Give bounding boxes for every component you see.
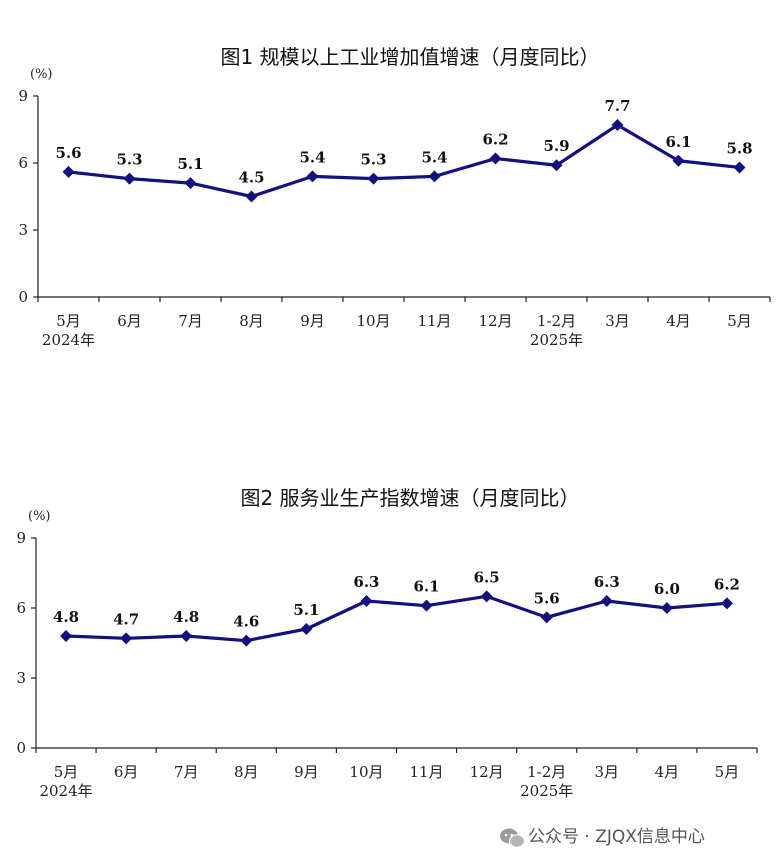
- y-tick-label: 3: [16, 669, 26, 687]
- data-label: 5.4: [299, 148, 325, 166]
- data-label: 5.1: [177, 155, 203, 173]
- data-label: 5.8: [726, 139, 752, 157]
- data-label: 6.5: [474, 568, 500, 586]
- x-tick-label: 6月: [117, 312, 142, 330]
- data-point-marker: [720, 597, 733, 610]
- y-tick-label: 3: [18, 221, 28, 239]
- x-tick-label: 5月: [715, 763, 740, 781]
- data-point-marker: [184, 177, 197, 190]
- data-label: 5.4: [421, 148, 447, 166]
- data-label: 4.6: [233, 613, 259, 631]
- year-label: 2024年: [39, 782, 92, 800]
- data-point-marker: [480, 590, 493, 603]
- year-label: 2025年: [530, 331, 583, 349]
- data-point-marker: [300, 623, 313, 635]
- watermark-text: 公众号 · ZJQX信息中心: [528, 827, 705, 847]
- x-tick-label: 3月: [605, 312, 630, 330]
- y-tick-label: 6: [18, 154, 28, 172]
- series-line: [65, 594, 728, 643]
- x-tick-label: 5月: [727, 312, 752, 330]
- wechat-icon: [500, 828, 526, 848]
- data-label: 5.6: [55, 144, 81, 162]
- data-point-marker: [240, 634, 253, 647]
- data-label: 4.7: [113, 610, 139, 628]
- data-label: 4.5: [238, 169, 264, 187]
- chart-industrial-value-added: 图1 规模以上工业增加值增速（月度同比） (%) 0 3 6 9 5月 6月 7月 8月 9月 1…: [18, 45, 771, 349]
- data-label: 6.1: [413, 578, 439, 596]
- data-point-marker: [306, 170, 319, 183]
- data-point-marker: [420, 599, 433, 612]
- y-tick-label: 0: [18, 288, 28, 306]
- data-point-marker: [360, 595, 373, 607]
- data-label: 6.1: [665, 133, 691, 151]
- x-tick-label: 7月: [174, 763, 199, 781]
- data-point-marker: [62, 165, 75, 178]
- x-tick-label: 4月: [666, 312, 691, 330]
- x-tick-label: 1-2月: [527, 763, 566, 781]
- x-tick-label: 12月: [478, 312, 512, 330]
- y-tick-label: 0: [16, 739, 26, 757]
- y-unit-label: (%): [30, 67, 53, 82]
- data-label: 5.6: [534, 589, 560, 607]
- data-point-marker: [600, 595, 613, 607]
- data-label: 4.8: [173, 608, 199, 626]
- data-point-marker: [672, 154, 685, 167]
- x-tick-label: 8月: [239, 312, 264, 330]
- data-point-marker: [611, 119, 624, 132]
- watermark: 公众号 · ZJQX信息中心: [500, 827, 705, 848]
- year-label: 2025年: [520, 782, 573, 800]
- data-label: 6.2: [482, 131, 508, 149]
- data-point-marker: [180, 630, 193, 642]
- y-tick-label: 9: [18, 87, 28, 105]
- data-point-marker: [733, 161, 746, 174]
- chart-title: 图2 服务业生产指数增速（月度同比）: [240, 486, 579, 510]
- x-tick-label: 11月: [417, 312, 451, 330]
- x-tick-label: 10月: [349, 763, 383, 781]
- data-label: 6.2: [714, 575, 740, 593]
- chart-services-production-index: 图2 服务业生产指数增速（月度同比） (%) 0 3 6 9 5月 6月 7月 8月 9月 10月…: [16, 486, 758, 800]
- chart-title: 图1 规模以上工业增加值增速（月度同比）: [220, 45, 599, 69]
- x-tick-label: 9月: [294, 763, 319, 781]
- data-label: 7.7: [604, 97, 630, 115]
- x-tick-label: 7月: [178, 312, 203, 330]
- data-point-marker: [245, 190, 258, 203]
- series-line: [68, 123, 740, 199]
- data-point-marker: [60, 630, 73, 642]
- data-point-marker: [489, 152, 502, 165]
- data-point-marker: [550, 159, 563, 172]
- x-tick-label: 5月: [56, 312, 81, 330]
- data-label: 5.1: [293, 601, 319, 619]
- x-tick-label: 11月: [409, 763, 443, 781]
- y-unit-label: (%): [28, 509, 51, 524]
- data-label: 6.3: [594, 573, 620, 591]
- data-point-marker: [123, 172, 136, 185]
- data-point-marker: [660, 602, 673, 614]
- data-label: 6.0: [654, 580, 680, 598]
- data-label: 5.3: [116, 151, 142, 169]
- x-tick-label: 4月: [655, 763, 680, 781]
- data-point-marker: [120, 632, 133, 645]
- x-tick-label: 1-2月: [537, 312, 576, 330]
- data-point-marker: [428, 170, 441, 183]
- x-tick-label: 12月: [470, 763, 504, 781]
- x-tick-label: 3月: [595, 763, 620, 781]
- y-tick-label: 6: [16, 599, 26, 617]
- data-point-marker: [367, 172, 380, 185]
- x-tick-label: 8月: [234, 763, 259, 781]
- data-point-marker: [540, 611, 553, 624]
- data-label: 5.9: [543, 137, 569, 155]
- x-tick-label: 9月: [300, 312, 325, 330]
- year-label: 2024年: [42, 331, 95, 349]
- y-tick-label: 9: [16, 529, 26, 547]
- x-tick-label: 5月: [54, 763, 79, 781]
- data-label: 4.8: [53, 608, 79, 626]
- x-tick-label: 6月: [114, 763, 139, 781]
- x-tick-label: 10月: [356, 312, 390, 330]
- data-label: 5.3: [360, 151, 386, 169]
- data-label: 6.3: [353, 573, 379, 591]
